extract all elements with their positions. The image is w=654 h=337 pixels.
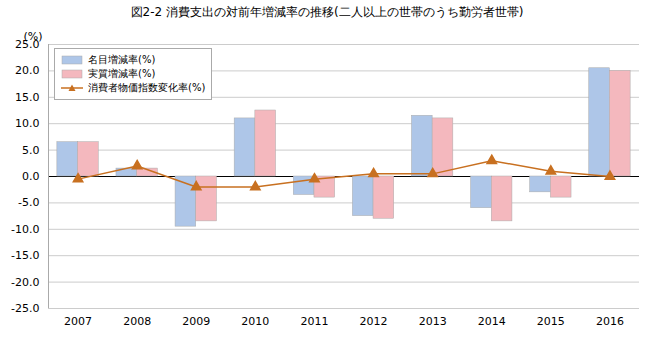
svg-text:10.0: 10.0 bbox=[15, 117, 40, 130]
html-text:消費者物価指数変化率(%): 消費者物価指数変化率(%) bbox=[88, 82, 206, 93]
svg-text:25.0: 25.0 bbox=[15, 38, 40, 51]
svg-text:2007: 2007 bbox=[64, 315, 92, 328]
svg-text:(%): (%) bbox=[23, 30, 42, 43]
svg-text:2012: 2012 bbox=[360, 315, 388, 328]
svg-text:2010: 2010 bbox=[241, 315, 269, 328]
html-text:名目増減率(%): 名目増減率(%) bbox=[88, 54, 156, 65]
svg-text:-5.0: -5.0 bbox=[18, 196, 39, 209]
html-text:実質増減率(%): 実質増減率(%) bbox=[88, 68, 156, 79]
svg-text:-20.0: -20.0 bbox=[11, 276, 39, 289]
svg-text:-10.0: -10.0 bbox=[11, 223, 39, 236]
svg-text:20.0: 20.0 bbox=[15, 64, 40, 77]
svg-text:2016: 2016 bbox=[596, 315, 624, 328]
svg-text:5.0: 5.0 bbox=[22, 144, 40, 157]
svg-text:-25.0: -25.0 bbox=[11, 302, 39, 315]
svg-text:2008: 2008 bbox=[123, 315, 151, 328]
svg-text:2013: 2013 bbox=[419, 315, 447, 328]
svg-text:2011: 2011 bbox=[300, 315, 328, 328]
svg-text:2014: 2014 bbox=[478, 315, 506, 328]
svg-text:2009: 2009 bbox=[182, 315, 210, 328]
svg-text:15.0: 15.0 bbox=[15, 91, 40, 104]
svg-text:2015: 2015 bbox=[537, 315, 565, 328]
svg-text:-15.0: -15.0 bbox=[11, 249, 39, 262]
svg-text:0.0: 0.0 bbox=[22, 170, 40, 183]
html-text:図2-2 消費支出の対前年増減率の推移(二人以上の世帯のうち: 図2-2 消費支出の対前年増減率の推移(二人以上の世帯のうち勤労者世帯) bbox=[130, 5, 524, 19]
